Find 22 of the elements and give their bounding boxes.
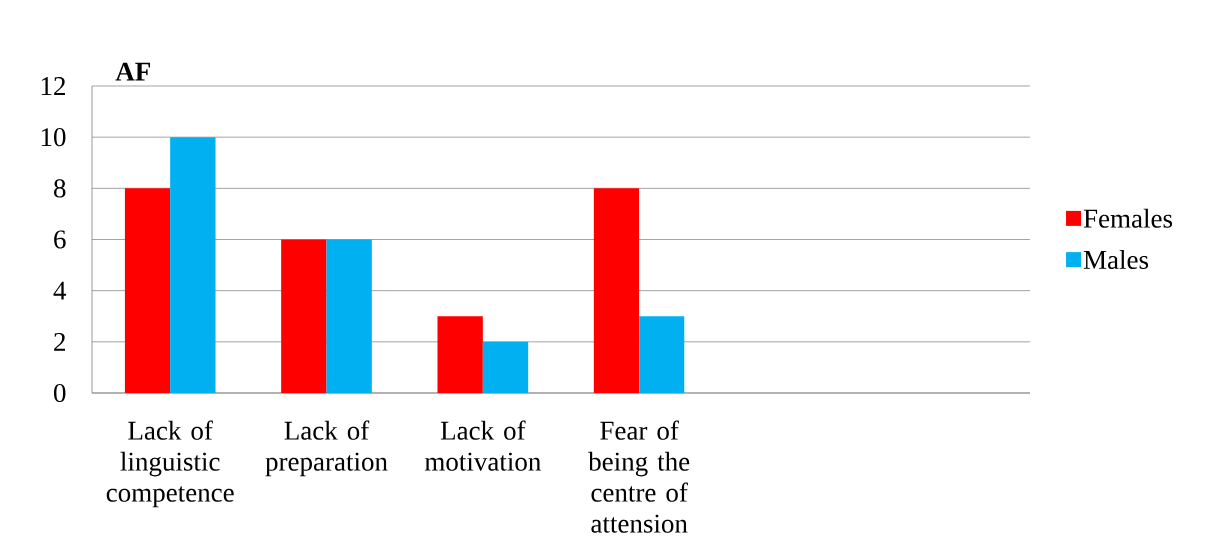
y-tick-label: 6 xyxy=(54,230,66,249)
x-tick-label: Fear of being the centre of attension xyxy=(588,420,690,533)
bar xyxy=(281,239,327,393)
bar xyxy=(639,316,685,393)
y-tick-label: 0 xyxy=(54,383,66,403)
bar xyxy=(326,239,372,393)
bar xyxy=(482,341,529,393)
y-tick-label: 4 xyxy=(53,281,67,300)
bar xyxy=(124,188,171,393)
bar xyxy=(437,316,483,393)
y-tick-label: 12 xyxy=(41,77,65,95)
bar xyxy=(593,188,640,393)
y-tick-label: 10 xyxy=(41,128,66,147)
legend-label: Females xyxy=(1083,208,1173,228)
bar xyxy=(170,137,216,393)
y-axis-title: AF xyxy=(115,62,150,81)
y-tick-label: 8 xyxy=(54,179,66,198)
x-tick-label: Lack of linguistic competence xyxy=(106,420,234,508)
y-tick-label: 2 xyxy=(54,332,65,351)
x-tick-label: Lack of motivation xyxy=(424,420,541,471)
legend-label: Males xyxy=(1083,249,1149,269)
x-tick-label: Lack of preparation xyxy=(265,420,388,477)
